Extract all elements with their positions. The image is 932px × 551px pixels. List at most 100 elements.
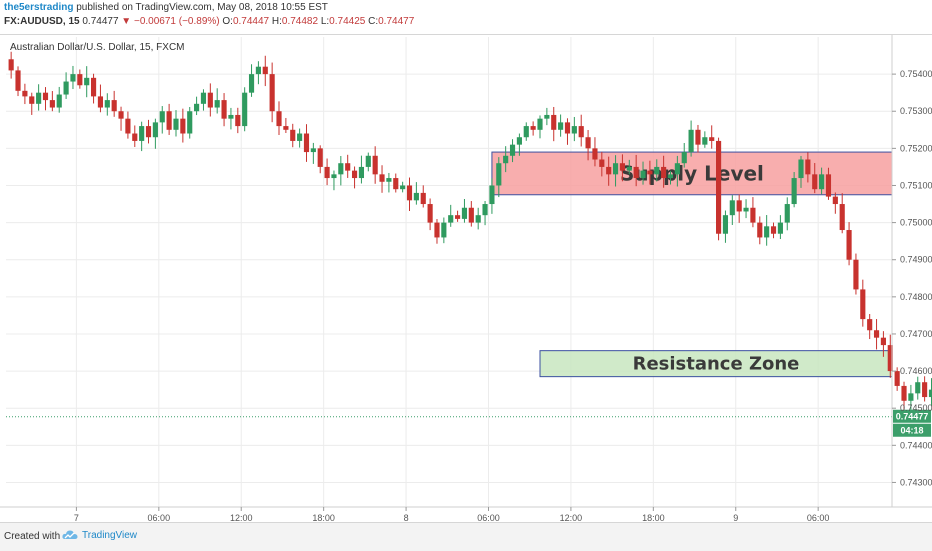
candle-body (372, 155, 378, 175)
chart-title: Australian Dollar/U.S. Dollar, 15, FXCM (10, 42, 185, 53)
candle-body (173, 118, 179, 130)
high-label: H: (271, 16, 282, 27)
candle (145, 119, 152, 144)
candle (667, 170, 674, 185)
candle-body (640, 170, 646, 179)
candle-body (489, 185, 495, 205)
candle (564, 118, 571, 145)
down-arrow-icon: ▼ (121, 16, 132, 27)
candle (880, 331, 886, 357)
symbol-name[interactable]: FX:AUDUSD, 15 (4, 16, 80, 27)
tradingview-brand[interactable]: TradingView (62, 529, 137, 541)
candle (716, 137, 722, 241)
candle (228, 107, 234, 130)
candle-body (825, 174, 832, 197)
candle (578, 114, 584, 147)
candle-body (56, 94, 62, 108)
candle (351, 166, 358, 189)
candle-body (468, 207, 474, 223)
candle-body (564, 122, 571, 134)
author-link[interactable]: the5erstrading (4, 2, 74, 13)
candle-body (702, 137, 708, 145)
candle (599, 151, 605, 177)
candle-body (255, 66, 261, 75)
candle (867, 314, 873, 340)
chart-area[interactable]: Supply Level Resistance Zone 0.74477 04:18… (0, 34, 932, 523)
candle-body (406, 185, 413, 201)
candle-body (235, 114, 241, 127)
candle-body (448, 215, 454, 223)
candle (90, 73, 97, 104)
candle (242, 87, 248, 132)
candle-body (365, 155, 371, 167)
candle (777, 215, 783, 240)
candle-body (777, 222, 783, 234)
candle (661, 155, 667, 188)
candle-body (77, 74, 83, 86)
candle (70, 65, 76, 90)
candle (832, 192, 838, 214)
candle-body (695, 129, 701, 145)
candle (709, 125, 715, 149)
candle-body (791, 178, 797, 205)
candle (358, 155, 365, 184)
candle (674, 155, 680, 187)
candle-body (104, 100, 110, 108)
candle (509, 139, 516, 163)
candle (159, 106, 165, 134)
candle (104, 93, 110, 116)
candle-body (798, 159, 804, 179)
candle-body (887, 345, 893, 372)
x-tick-label: 18:00 (642, 513, 665, 523)
resistance-zone[interactable] (539, 350, 893, 378)
candle-body (303, 133, 310, 153)
candle-body (159, 111, 165, 123)
candle-body (139, 126, 145, 141)
candle-body (338, 163, 344, 175)
candle-body (283, 126, 289, 130)
candle-body (503, 155, 509, 164)
candle (530, 121, 536, 136)
candle-body (722, 215, 729, 234)
candle-body (578, 126, 584, 138)
candle-body (393, 178, 399, 190)
candle-body (626, 166, 632, 171)
chart-header: the5erstrading published on TradingView.… (0, 0, 932, 34)
y-tick-label: 0.74500 (900, 403, 932, 413)
candle-body (324, 166, 330, 179)
candle (338, 156, 344, 186)
candle (729, 195, 735, 226)
candle (516, 133, 522, 156)
candle (922, 376, 928, 402)
candle-body (15, 70, 21, 91)
candle-body (386, 178, 392, 182)
candle (633, 154, 639, 187)
candle-body (125, 118, 131, 134)
candle-body (262, 66, 268, 75)
candle (571, 116, 577, 142)
y-tick-label: 0.74900 (900, 255, 932, 265)
candle (173, 110, 179, 137)
change-value: −0.00671 (−0.89%) (133, 16, 220, 27)
candle-body (310, 148, 316, 153)
x-tick-label: 06:00 (807, 513, 830, 523)
candle (77, 69, 83, 89)
candle-body (84, 77, 90, 86)
candle (455, 210, 461, 222)
time-axis[interactable]: 7 06:00 12:00 18:00 8 06:00 12:00 18:00 9 06:00 (0, 506, 932, 523)
tradingview-brand-label: TradingView (82, 529, 138, 541)
candle (200, 89, 207, 111)
supply-zone[interactable] (491, 151, 893, 196)
candle-body (784, 204, 790, 223)
candle (420, 185, 426, 208)
candle-body (132, 133, 138, 141)
candle-body (29, 96, 35, 104)
candle-body (606, 166, 612, 175)
candle (22, 83, 28, 105)
candle (928, 378, 932, 406)
candle (887, 334, 893, 378)
price-axis[interactable]: 0.75400 0.75300 0.75200 0.75100 0.75000 0.749… (891, 35, 932, 507)
x-tick-label: 06:00 (148, 513, 171, 523)
candle (56, 86, 62, 113)
